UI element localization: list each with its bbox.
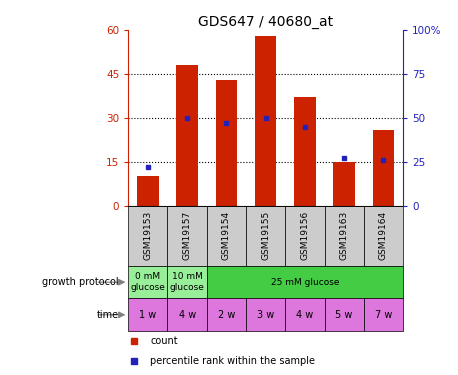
Bar: [216, 80, 237, 206]
Bar: [246, 298, 285, 331]
Bar: [364, 298, 403, 331]
Text: 4 w: 4 w: [296, 310, 314, 320]
Bar: [207, 206, 246, 266]
Bar: [168, 206, 207, 266]
Bar: [255, 36, 277, 206]
Text: GSM19163: GSM19163: [340, 211, 349, 260]
Bar: [128, 206, 168, 266]
Bar: [176, 65, 198, 206]
Bar: [137, 176, 158, 206]
Text: 2 w: 2 w: [218, 310, 235, 320]
Bar: [128, 266, 168, 298]
Text: growth protocol: growth protocol: [43, 277, 119, 287]
Text: GSM19153: GSM19153: [143, 211, 153, 260]
Bar: [333, 162, 355, 206]
Text: GSM19155: GSM19155: [261, 211, 270, 260]
Bar: [128, 298, 168, 331]
Bar: [294, 98, 316, 206]
Bar: [325, 298, 364, 331]
Text: time: time: [97, 310, 119, 320]
Text: percentile rank within the sample: percentile rank within the sample: [150, 356, 315, 366]
Title: GDS647 / 40680_at: GDS647 / 40680_at: [198, 15, 333, 29]
Text: 25 mM glucose: 25 mM glucose: [271, 278, 339, 286]
Bar: [373, 129, 394, 206]
Bar: [325, 206, 364, 266]
Bar: [246, 206, 285, 266]
Text: GSM19157: GSM19157: [183, 211, 191, 260]
Bar: [207, 266, 403, 298]
Bar: [364, 206, 403, 266]
Text: GSM19156: GSM19156: [300, 211, 310, 260]
Text: 5 w: 5 w: [335, 310, 353, 320]
Text: 1 w: 1 w: [139, 310, 157, 320]
Text: 10 mM
glucose: 10 mM glucose: [169, 273, 205, 292]
Bar: [207, 298, 246, 331]
Text: 0 mM
glucose: 0 mM glucose: [131, 273, 165, 292]
Text: count: count: [150, 336, 178, 346]
Bar: [168, 298, 207, 331]
Bar: [168, 266, 207, 298]
Text: GSM19164: GSM19164: [379, 211, 388, 260]
Text: GSM19154: GSM19154: [222, 211, 231, 260]
Text: 7 w: 7 w: [375, 310, 392, 320]
Text: 3 w: 3 w: [257, 310, 274, 320]
Text: 4 w: 4 w: [179, 310, 196, 320]
Bar: [285, 206, 325, 266]
Bar: [285, 298, 325, 331]
